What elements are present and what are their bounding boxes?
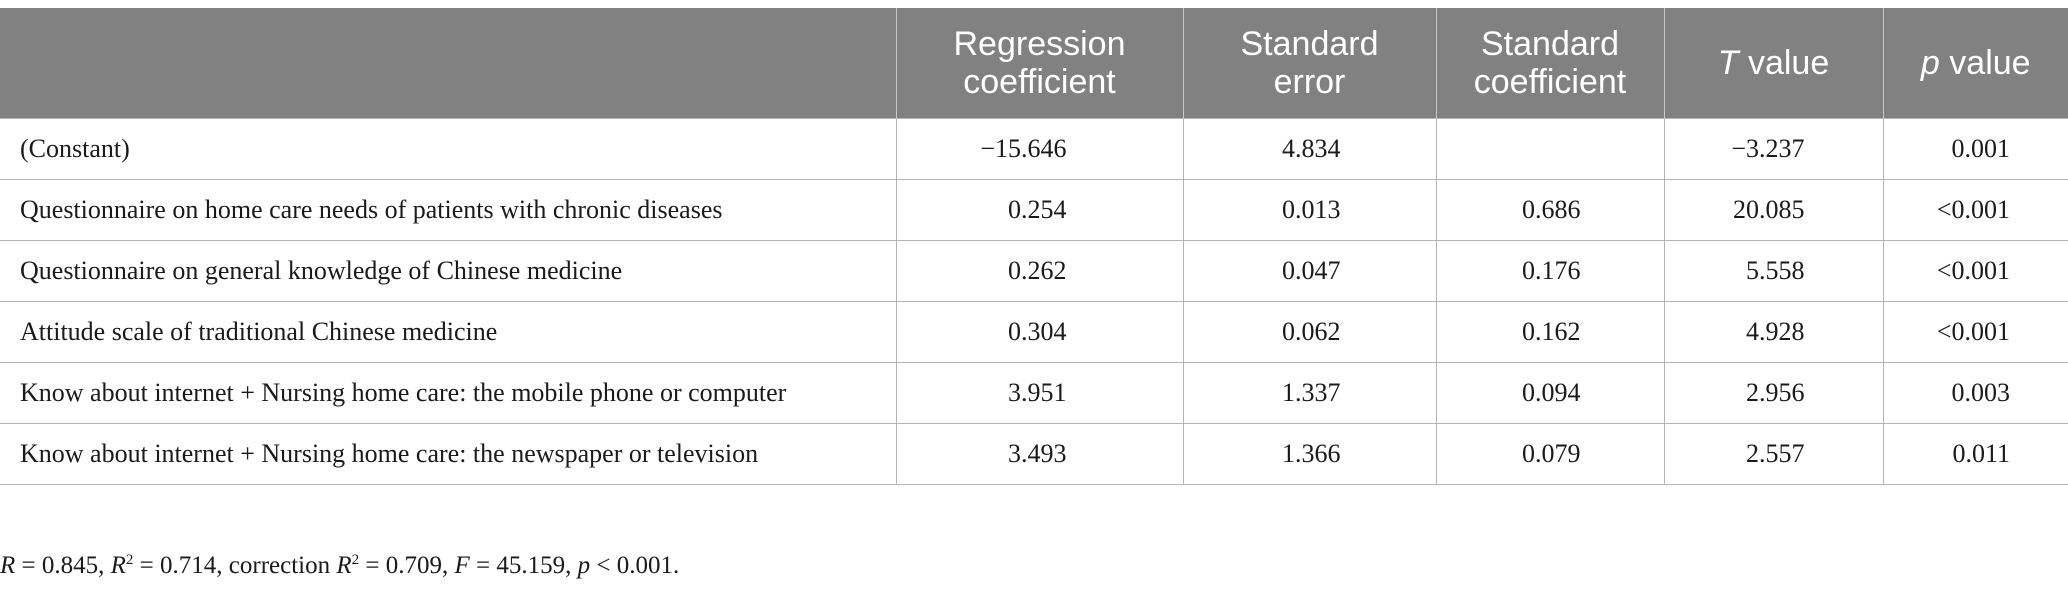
row-label: Know about internet + Nursing home care:… <box>0 423 896 485</box>
header-p-value: p value <box>1882 8 2068 119</box>
cell-t-value: 5.558 <box>1663 240 1883 302</box>
cell-standard-error: 0.047 <box>1182 240 1436 302</box>
table-row: Attitude scale of traditional Chinese me… <box>0 301 2068 363</box>
header-standard-coefficient: Standard coefficient <box>1435 8 1664 119</box>
table-footnote: R = 0.845, R2 = 0.714, correction R2 = 0… <box>0 552 680 579</box>
cell-standard-coefficient: 0.079 <box>1435 423 1664 485</box>
cell-standard-coefficient: 0.162 <box>1435 301 1664 363</box>
row-label: Know about internet + Nursing home care:… <box>0 362 896 424</box>
cell-standard-coefficient: 0.176 <box>1435 240 1664 302</box>
cell-t-value: 4.928 <box>1663 301 1883 363</box>
header-t-value: T value <box>1663 8 1883 119</box>
cell-p-value: <0.001 <box>1882 179 2068 241</box>
cell-regression-coefficient: 3.951 <box>895 362 1183 424</box>
table-row: (Constant) −15.646 4.834 −3.237 0.001 <box>0 118 2068 180</box>
header-standard-error: Standard error <box>1182 8 1436 119</box>
cell-standard-error: 0.062 <box>1182 301 1436 363</box>
row-label: Questionnaire on general knowledge of Ch… <box>0 240 896 302</box>
cell-regression-coefficient: 0.262 <box>895 240 1183 302</box>
cell-p-value: <0.001 <box>1882 240 2068 302</box>
cell-p-value: 0.001 <box>1882 118 2068 180</box>
row-label: Questionnaire on home care needs of pati… <box>0 179 896 241</box>
cell-t-value: 20.085 <box>1663 179 1883 241</box>
cell-regression-coefficient: 0.304 <box>895 301 1183 363</box>
cell-standard-error: 4.834 <box>1182 118 1436 180</box>
cell-standard-error: 1.366 <box>1182 423 1436 485</box>
row-label: Attitude scale of traditional Chinese me… <box>0 301 896 363</box>
cell-t-value: −3.237 <box>1663 118 1883 180</box>
cell-standard-error: 1.337 <box>1182 362 1436 424</box>
regression-table: Regression coefficient Standard error Stan… <box>0 8 2068 485</box>
table-row: Questionnaire on general knowledge of Ch… <box>0 240 2068 302</box>
cell-p-value: <0.001 <box>1882 301 2068 363</box>
cell-standard-coefficient: 0.686 <box>1435 179 1664 241</box>
row-label: (Constant) <box>0 118 896 180</box>
cell-regression-coefficient: 0.254 <box>895 179 1183 241</box>
cell-p-value: 0.011 <box>1882 423 2068 485</box>
table-body: (Constant) −15.646 4.834 −3.237 0.001 Qu… <box>0 118 2068 485</box>
cell-t-value: 2.557 <box>1663 423 1883 485</box>
cell-p-value: 0.003 <box>1882 362 2068 424</box>
cell-standard-error: 0.013 <box>1182 179 1436 241</box>
table-row: Know about internet + Nursing home care:… <box>0 423 2068 485</box>
header-regression-coefficient: Regression coefficient <box>895 8 1183 119</box>
cell-regression-coefficient: 3.493 <box>895 423 1183 485</box>
header-variable <box>0 8 896 119</box>
table-row: Questionnaire on home care needs of pati… <box>0 179 2068 241</box>
header-row: Regression coefficient Standard error Stan… <box>0 8 2068 119</box>
cell-standard-coefficient: 0.094 <box>1435 362 1664 424</box>
cell-standard-coefficient <box>1435 118 1664 180</box>
table-row: Know about internet + Nursing home care:… <box>0 362 2068 424</box>
table-header: Regression coefficient Standard error Stan… <box>0 8 2068 119</box>
cell-regression-coefficient: −15.646 <box>895 118 1183 180</box>
cell-t-value: 2.956 <box>1663 362 1883 424</box>
